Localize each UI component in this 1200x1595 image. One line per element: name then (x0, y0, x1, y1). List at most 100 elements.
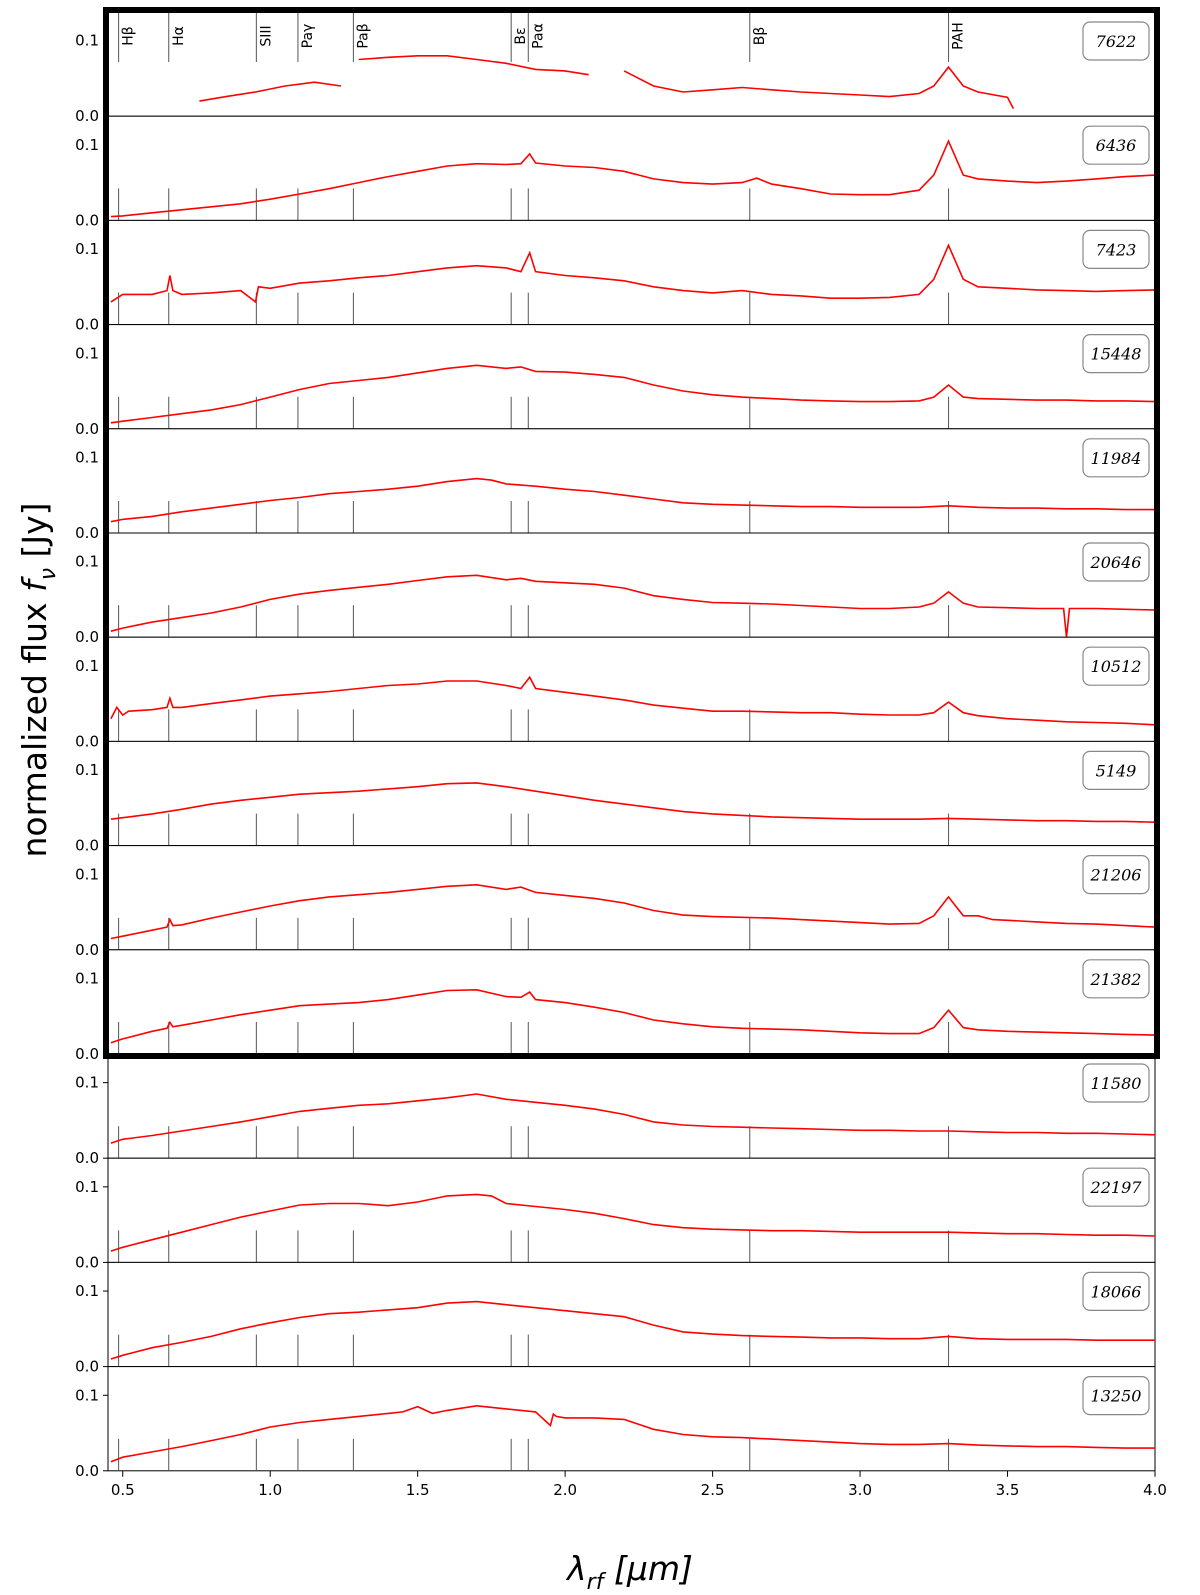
line-label: Paγ (300, 24, 316, 49)
panel-11580: 0.0 0.1 11580 (75, 1053, 1156, 1167)
line-label: Bε (513, 27, 529, 44)
panel-frame (107, 532, 1156, 638)
spectrum-line (199, 55, 1015, 109)
panel-frame (107, 428, 1156, 534)
y-tick-label: 0.1 (75, 1386, 99, 1404)
spectrum-line (110, 1300, 1155, 1360)
panel-id-box (1082, 229, 1150, 269)
panel-id-label: 7622 (1096, 32, 1137, 51)
panel-22197: 0.0 0.1 22197 (75, 1157, 1156, 1271)
panel-id-box (1082, 1375, 1150, 1416)
panel-id-box (1082, 1063, 1150, 1103)
x-tick-label: 2.5 (701, 1481, 725, 1499)
y-tick-label: 0.0 (75, 1358, 99, 1376)
panel-7423: 0.0 0.1 7423 (75, 219, 1156, 334)
panel-id-label: 20646 (1090, 553, 1142, 572)
y-tick-label: 0.1 (75, 1282, 99, 1300)
y-tick-label: 0.0 (75, 1253, 99, 1271)
line-label: Paβ (355, 23, 371, 48)
panel-id-label: 21206 (1090, 866, 1142, 885)
spectrum-line (110, 477, 1155, 523)
y-tick-label: 0.1 (75, 32, 99, 50)
spectrum-line (110, 574, 1156, 638)
panel-frame (107, 324, 1156, 430)
panel-id-label: 5149 (1096, 761, 1137, 780)
panel-frame (107, 219, 1156, 326)
spectrum-line (110, 1404, 1155, 1463)
panel-id-box (1082, 21, 1150, 61)
y-tick-label: 0.0 (75, 420, 99, 438)
panel-id-box (1082, 542, 1150, 582)
panel-18066: 0.0 0.1 18066 (75, 1261, 1156, 1376)
panel-frame (107, 740, 1156, 847)
spectrum-line (110, 675, 1156, 726)
y-tick-label: 0.1 (75, 969, 99, 987)
y-axis-label: normalized flux fν [Jy] (15, 502, 61, 857)
panel-21382: 0.0 0.1 21382 (75, 949, 1156, 1063)
panel-id-box (1082, 1167, 1150, 1207)
line-label: Bβ (752, 27, 768, 46)
panel-id-label: 21382 (1090, 970, 1142, 989)
line-label: PAH (951, 22, 967, 50)
panel-id-box (1082, 750, 1150, 791)
spectrum-line (110, 883, 1156, 940)
y-tick-label: 0.0 (75, 524, 99, 542)
y-tick-label: 0.0 (75, 941, 99, 959)
y-tick-label: 0.1 (75, 657, 99, 675)
panel-frame (107, 1366, 1156, 1472)
panel-15448: 0.0 0.1 15448 (75, 324, 1156, 438)
spectrum-line (110, 243, 1156, 304)
panel-id-box (1082, 959, 1150, 999)
panel-id-box (1082, 334, 1150, 374)
y-tick-label: 0.1 (75, 344, 99, 362)
y-tick-label: 0.1 (75, 136, 99, 154)
y-tick-label: 0.0 (75, 107, 99, 125)
panel-frame (107, 1261, 1156, 1368)
spectrum-line (110, 782, 1156, 823)
y-tick-label: 0.1 (75, 448, 99, 466)
y-tick-label: 0.0 (75, 1462, 99, 1480)
x-tick-label: 4.0 (1143, 1481, 1167, 1499)
y-tick-label: 0.1 (75, 240, 99, 258)
spectrum-line (110, 139, 1156, 218)
panel-id-label: 7423 (1096, 240, 1137, 259)
y-tick-label: 0.1 (75, 865, 99, 883)
x-tick-label: 2.0 (553, 1481, 577, 1499)
panel-id-box (1082, 438, 1150, 478)
y-tick-label: 0.0 (75, 837, 99, 855)
panel-id-label: 18066 (1091, 1282, 1142, 1301)
spectrum-line (110, 988, 1156, 1044)
panel-frame (107, 115, 1156, 221)
x-tick-label: 0.5 (111, 1481, 135, 1499)
panel-id-label: 15448 (1091, 345, 1142, 364)
x-axis: 0.5 1.0 1.5 2.0 2.5 3.0 3.5 4.0 (111, 1470, 1167, 1499)
spectrum-line (110, 364, 1156, 424)
panel-21206: 0.0 0.1 21206 (75, 845, 1156, 959)
panel-frame (107, 11, 1156, 117)
panel-id-label: 11984 (1091, 449, 1142, 468)
x-axis-label: λrf [μm] (565, 1549, 693, 1590)
y-tick-label: 0.1 (75, 761, 99, 779)
y-tick-label: 0.0 (75, 732, 99, 750)
panel-13250: 0.0 0.1 13250 (75, 1366, 1156, 1480)
y-tick-label: 0.0 (75, 628, 99, 646)
panel-id-box (1082, 125, 1150, 165)
panels-layer: Hβ Hα SIII Paγ Paβ Bε Paα Bβ PAH 0.0 0.1 7622 0.0 0.1… (75, 11, 1156, 1480)
y-tick-label: 0.0 (75, 1045, 99, 1063)
y-tick-label: 0.1 (75, 1178, 99, 1196)
x-tick-label: 3.5 (996, 1481, 1020, 1499)
line-label: SIII (258, 25, 274, 46)
highlight-box (103, 7, 1160, 1059)
panel-11984: 0.0 0.1 11984 (75, 428, 1156, 542)
line-label: Hβ (121, 26, 137, 45)
panel-5149: 0.0 0.1 5149 (75, 740, 1156, 855)
panel-frame (107, 1157, 1156, 1263)
panel-id-label: 22197 (1090, 1178, 1143, 1197)
panel-id-label: 11580 (1091, 1074, 1142, 1093)
panel-frame (107, 1053, 1156, 1159)
spectrum-line (110, 1193, 1156, 1252)
line-label: Paα (530, 23, 546, 49)
panel-7622: Hβ Hα SIII Paγ Paβ Bε Paα Bβ PAH 0.0 0.1 7622 (75, 11, 1156, 125)
